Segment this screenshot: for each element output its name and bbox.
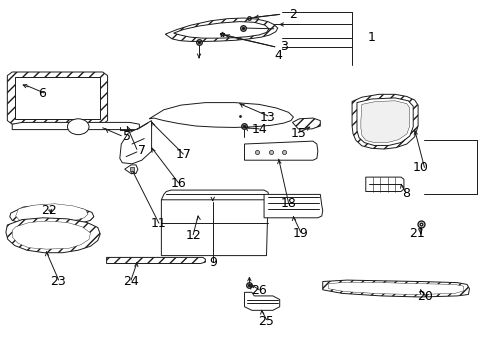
Polygon shape bbox=[264, 194, 322, 218]
Text: 1: 1 bbox=[367, 31, 375, 44]
Polygon shape bbox=[161, 200, 267, 256]
Text: 8: 8 bbox=[401, 187, 409, 200]
Polygon shape bbox=[124, 165, 138, 174]
Polygon shape bbox=[165, 18, 277, 41]
Text: 25: 25 bbox=[258, 315, 274, 328]
Polygon shape bbox=[322, 280, 468, 297]
Text: 26: 26 bbox=[251, 284, 266, 297]
Text: 11: 11 bbox=[151, 217, 166, 230]
Text: 16: 16 bbox=[170, 177, 186, 190]
Text: 2: 2 bbox=[289, 8, 297, 21]
Polygon shape bbox=[149, 103, 293, 127]
Text: 19: 19 bbox=[292, 227, 308, 240]
Polygon shape bbox=[161, 190, 268, 202]
Polygon shape bbox=[365, 177, 403, 192]
Text: 24: 24 bbox=[122, 275, 138, 288]
Polygon shape bbox=[7, 72, 107, 124]
Circle shape bbox=[67, 119, 89, 135]
Polygon shape bbox=[106, 257, 205, 264]
Text: 22: 22 bbox=[41, 204, 57, 217]
Text: 5: 5 bbox=[123, 130, 131, 143]
Polygon shape bbox=[16, 204, 88, 222]
Text: 17: 17 bbox=[175, 148, 191, 161]
Text: 6: 6 bbox=[38, 87, 45, 100]
Text: 10: 10 bbox=[412, 161, 427, 174]
Polygon shape bbox=[10, 205, 94, 225]
Polygon shape bbox=[244, 141, 317, 160]
Polygon shape bbox=[12, 122, 139, 130]
Text: 23: 23 bbox=[50, 275, 65, 288]
Polygon shape bbox=[6, 218, 100, 253]
Polygon shape bbox=[12, 221, 90, 249]
Text: 13: 13 bbox=[260, 111, 275, 123]
Text: 7: 7 bbox=[138, 144, 145, 157]
Polygon shape bbox=[171, 194, 224, 216]
Polygon shape bbox=[356, 98, 412, 145]
Text: 14: 14 bbox=[251, 123, 266, 136]
Polygon shape bbox=[173, 22, 268, 38]
Text: 21: 21 bbox=[408, 227, 424, 240]
Polygon shape bbox=[15, 77, 100, 119]
Polygon shape bbox=[120, 121, 151, 164]
Text: 15: 15 bbox=[290, 127, 305, 140]
Text: 18: 18 bbox=[280, 197, 296, 210]
Polygon shape bbox=[360, 101, 409, 143]
Text: 9: 9 bbox=[208, 256, 216, 269]
Text: 3: 3 bbox=[279, 40, 287, 53]
Polygon shape bbox=[351, 94, 417, 149]
Polygon shape bbox=[244, 292, 279, 310]
Text: 20: 20 bbox=[417, 291, 432, 303]
Polygon shape bbox=[292, 118, 320, 129]
Text: 4: 4 bbox=[274, 49, 282, 62]
Polygon shape bbox=[328, 282, 463, 294]
Text: 12: 12 bbox=[185, 229, 201, 242]
